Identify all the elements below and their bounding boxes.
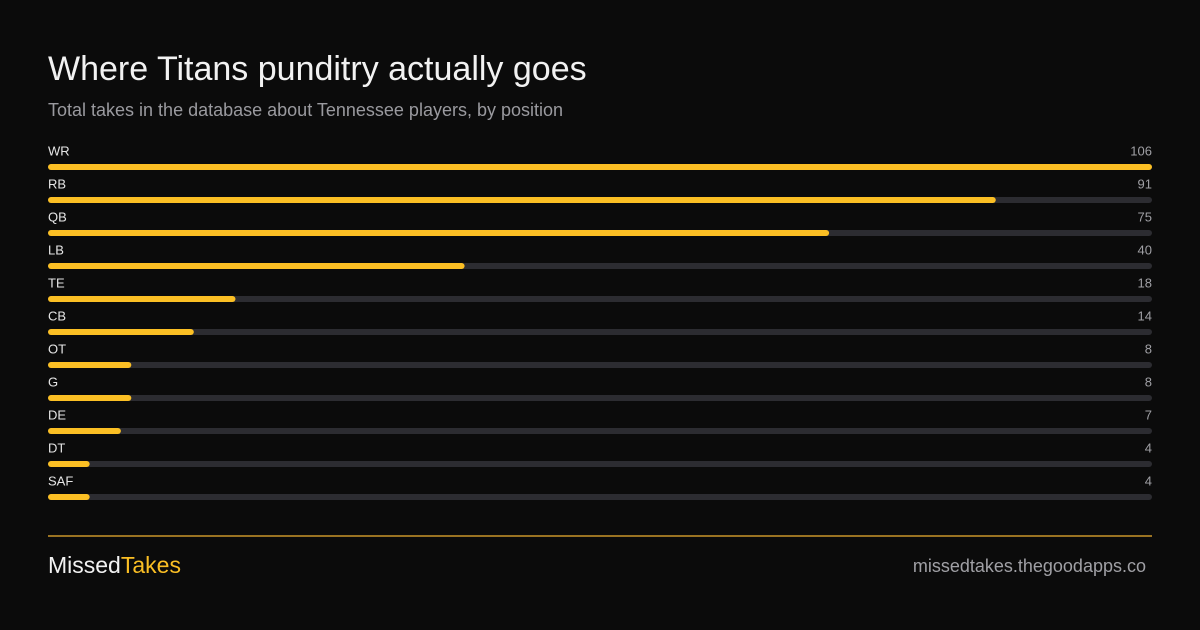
value-label: 40	[1138, 242, 1152, 257]
bar	[48, 428, 121, 434]
category-label: DT	[48, 440, 65, 455]
value-label: 4	[1145, 440, 1152, 455]
bar	[48, 263, 465, 269]
bar-track	[48, 329, 1152, 335]
bar-track	[48, 362, 1152, 368]
value-label: 7	[1145, 407, 1152, 422]
bar	[48, 362, 132, 368]
chart-subtitle: Total takes in the database about Tennes…	[48, 100, 563, 120]
category-label: SAF	[48, 473, 73, 488]
bar	[48, 296, 236, 302]
value-label: 91	[1138, 176, 1152, 191]
value-label: 8	[1145, 341, 1152, 356]
category-label: G	[48, 374, 58, 389]
category-label: DE	[48, 407, 66, 422]
category-label: TE	[48, 275, 65, 290]
category-label: QB	[48, 209, 67, 224]
value-label: 4	[1145, 473, 1152, 488]
bar-track	[48, 395, 1152, 401]
bar	[48, 197, 996, 203]
value-label: 18	[1138, 275, 1152, 290]
bar-track	[48, 296, 1152, 302]
bar	[48, 164, 1152, 170]
bar	[48, 329, 194, 335]
value-label: 8	[1145, 374, 1152, 389]
bar-track	[48, 461, 1152, 467]
bar-track	[48, 428, 1152, 434]
brand: MissedTakes	[48, 552, 181, 578]
value-label: 75	[1138, 209, 1152, 224]
bar	[48, 230, 830, 236]
bar	[48, 494, 90, 500]
category-label: WR	[48, 143, 70, 158]
chart-title: Where Titans punditry actually goes	[48, 50, 587, 88]
category-label: CB	[48, 308, 66, 323]
footer-url: missedtakes.thegoodapps.co	[913, 556, 1146, 576]
category-label: LB	[48, 242, 64, 257]
bar	[48, 395, 132, 401]
brand-accent: Takes	[121, 552, 181, 578]
bar	[48, 461, 90, 467]
value-label: 106	[1130, 143, 1152, 158]
category-label: RB	[48, 176, 66, 191]
brand-primary: Missed	[48, 552, 121, 578]
value-label: 14	[1138, 308, 1152, 323]
category-label: OT	[48, 341, 66, 356]
bar-track	[48, 494, 1152, 500]
